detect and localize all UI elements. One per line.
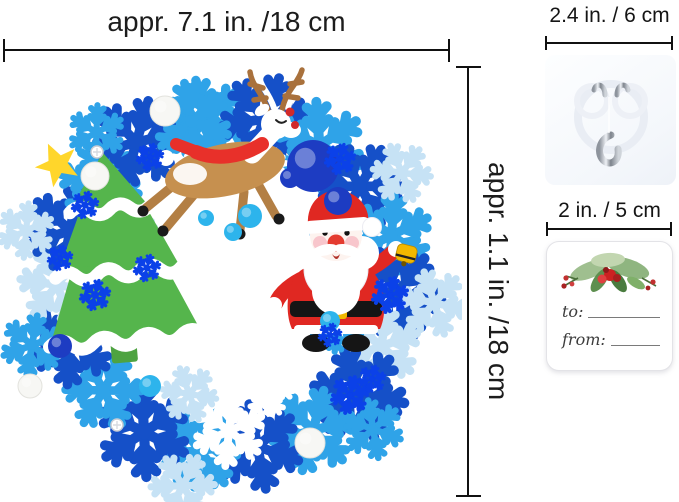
pom-pom [48,334,72,358]
height-measure-tick-top [456,66,481,68]
width-measure-tick-right [448,39,450,62]
pom-pom [324,187,352,215]
pom-pom [149,95,181,127]
pom-pom [238,204,262,228]
hook-measure-tick-left [545,36,547,50]
snowflake-wreath-photo [0,58,462,502]
wreath-height-label: appr. 1.1 in. /18 cm [483,162,514,401]
pom-poms [17,95,352,459]
tag-to-label: to: [562,302,584,321]
rhinestone-gem [110,418,124,432]
holly-illustration-icon [560,252,656,293]
pom-pom [139,375,161,397]
wall-hook-icon [574,80,648,167]
pom-pom [198,210,214,226]
tag-from-writing-line [610,345,660,346]
sequins-and-gems [43,139,411,432]
width-measure-line [3,49,450,51]
hook-measure-tick-right [671,36,673,50]
tag-to-writing-line [588,317,660,318]
tag-measure-tick-right [670,222,672,236]
wreath-width-label: appr. 7.1 in. /18 cm [107,6,346,37]
reindeer [137,67,311,240]
tag-from-label: from: [562,330,606,349]
santa-bell [395,243,418,267]
pom-pom [80,161,110,191]
width-measure-tick-left [3,39,5,62]
height-measure-tick-bottom [456,495,481,497]
height-measure-line [467,66,469,497]
pom-pom [280,168,300,188]
metal-hook [591,82,631,167]
pom-pom [294,427,326,459]
tree-star [34,143,78,188]
gift-tag-photo: to: from: [546,241,673,371]
pom-pom [224,223,242,241]
tag-from-row: from: [562,330,660,349]
hook-size-label: 2.4 in. / 6 cm [549,4,670,27]
tag-measure-tick-left [546,222,548,236]
rhinestone-gem [90,145,104,159]
tag-to-row: to: [562,302,660,321]
adhesive-hook-photo [545,55,676,185]
tag-size-label: 2 in. / 5 cm [558,199,661,222]
tag-measure-line [546,228,672,230]
pom-pom [17,373,43,399]
pom-pom [287,140,339,192]
hook-measure-line [545,42,673,44]
